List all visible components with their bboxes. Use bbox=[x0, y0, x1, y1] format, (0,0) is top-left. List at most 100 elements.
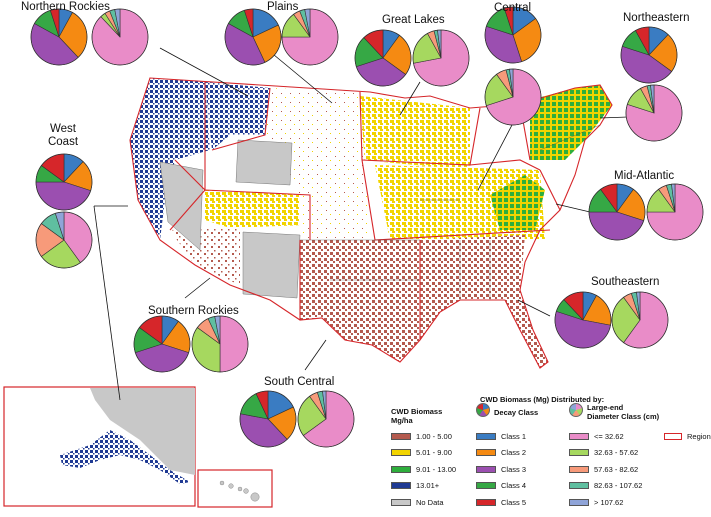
mid-atlantic-diameter-pie-outline bbox=[646, 183, 704, 241]
west-coast-decay-pie-outline bbox=[35, 153, 93, 211]
diameter-class-label: 82.63 - 107.62 bbox=[594, 481, 643, 490]
region-label-central: Central bbox=[494, 2, 532, 14]
diameter-class-swatch bbox=[569, 482, 589, 489]
biomass-class-label: 5.01 - 9.00 bbox=[416, 448, 452, 457]
mid-atlantic-decay-pie bbox=[588, 183, 646, 241]
decay-class-swatch bbox=[476, 432, 496, 440]
decay-class-label: Class 4 bbox=[501, 481, 527, 490]
region-label-great-lakes: Great Lakes bbox=[382, 14, 445, 26]
hawaii-inset bbox=[197, 469, 273, 508]
decay-class-swatch bbox=[476, 482, 496, 489]
southeastern-diameter-pie bbox=[611, 291, 669, 349]
alaska-biomass bbox=[60, 430, 190, 484]
plains-diameter-pie bbox=[281, 8, 339, 66]
northeastern-decay-pie bbox=[620, 26, 678, 84]
plains-decay-pie-outline bbox=[224, 8, 282, 66]
diameter-class-item: 57.63 - 82.62 bbox=[569, 464, 638, 474]
diameter-header-line-2: Diameter Class (cm) bbox=[587, 412, 660, 421]
northeast-green bbox=[530, 85, 612, 160]
legend-diameter-header: Large-end Diameter Class (cm) bbox=[587, 403, 659, 421]
southern-rockies-diameter-pie-outline bbox=[191, 315, 249, 373]
legend-regions-item: Regions bbox=[664, 431, 711, 441]
wyoming-no-data bbox=[235, 139, 293, 186]
plains-diameter-pie-outline bbox=[281, 8, 339, 66]
pie-charts-layer bbox=[30, 6, 704, 448]
southeastern-decay-pie-outline bbox=[554, 291, 612, 349]
plains-decay-pie bbox=[224, 8, 282, 66]
diameter-class-item: <= 32.62 bbox=[569, 431, 624, 441]
diameter-class-label: 32.63 - 57.62 bbox=[594, 448, 639, 457]
diameter-class-label: <= 32.62 bbox=[594, 431, 624, 441]
southern-rockies-diameter-pie bbox=[191, 315, 249, 373]
diameter-class-item: 32.63 - 57.62 bbox=[569, 448, 638, 458]
northern-rockies-decay-pie bbox=[30, 8, 88, 66]
state-lines bbox=[300, 124, 601, 300]
decay-class-swatch bbox=[476, 465, 496, 473]
decay-class-swatch bbox=[476, 449, 496, 456]
biomass-title-line-1: CWD Biomass bbox=[391, 407, 443, 416]
central-diameter-pie-outline bbox=[484, 68, 542, 126]
southern-rockies-diameter-pie-slice-1 bbox=[219, 315, 249, 373]
biomass-class-swatch bbox=[391, 498, 411, 506]
great-lakes-diameter-pie-outline bbox=[412, 29, 470, 87]
northeastern-diameter-pie-outline bbox=[625, 84, 683, 142]
region-label-southeastern: Southeastern bbox=[591, 276, 660, 288]
biomass-class-label: 13.01+ bbox=[416, 481, 440, 490]
region-label-southern-rockies: Southern Rockies bbox=[148, 305, 239, 317]
southeastern-diameter-pie-outline bbox=[611, 291, 669, 349]
decay-class-item: Class 1 bbox=[476, 431, 526, 441]
south-central-decay-pie-outline bbox=[239, 390, 297, 448]
legend-distributed-title: CWD Biomass (Mg) Distributed by: bbox=[480, 395, 605, 404]
biomass-class-item: No Data bbox=[391, 497, 444, 507]
south-central-diameter-pie-outline bbox=[297, 390, 355, 448]
region-label-northeastern: Northeastern bbox=[623, 12, 690, 24]
region-label-northern-rockies: Northern Rockies bbox=[21, 1, 110, 13]
great-lakes-yellow bbox=[360, 96, 470, 170]
decay-class-item: Class 5 bbox=[476, 497, 526, 507]
diameter-class-swatch bbox=[569, 449, 589, 456]
region-borders bbox=[129, 77, 613, 369]
decay-class-item: Class 4 bbox=[476, 481, 526, 491]
decay-class-label: Class 1 bbox=[501, 431, 527, 441]
canada-no-data bbox=[90, 388, 195, 475]
northeastern-diameter-pie bbox=[625, 84, 683, 142]
biomass-class-label: 9.01 - 13.00 bbox=[416, 464, 457, 474]
nevada-no-data bbox=[159, 161, 204, 251]
west-coast-line-1: West bbox=[50, 123, 76, 135]
biomass-class-item: 5.01 - 9.00 bbox=[391, 448, 452, 458]
central-diameter-pie bbox=[484, 68, 542, 126]
south-central-brown bbox=[300, 240, 420, 362]
diameter-class-item: > 107.62 bbox=[569, 497, 623, 507]
diameter-header-line-1: Large-end bbox=[587, 403, 624, 412]
northeastern-decay-pie-outline bbox=[620, 26, 678, 84]
decay-class-label: Class 3 bbox=[501, 464, 527, 474]
central-decay-pie-outline bbox=[484, 6, 542, 64]
southern-rockies-yellow bbox=[205, 190, 305, 228]
new-mexico-no-data bbox=[242, 231, 301, 299]
decay-class-label: Class 5 bbox=[501, 497, 527, 507]
biomass-class-swatch bbox=[391, 465, 411, 473]
diameter-class-swatch bbox=[569, 498, 589, 506]
northern-rockies-diameter-pie bbox=[91, 8, 149, 66]
south-central-decay-pie bbox=[239, 390, 297, 448]
diameter-class-label: 57.63 - 82.62 bbox=[594, 464, 639, 474]
decay-class-icon bbox=[476, 403, 490, 417]
diameter-class-item: 82.63 - 107.62 bbox=[569, 481, 642, 491]
plains-sparse bbox=[265, 88, 370, 240]
biomass-class-item: 13.01+ bbox=[391, 481, 439, 491]
southern-rockies-decay-pie-outline bbox=[133, 315, 191, 373]
great-lakes-decay-pie-outline bbox=[354, 29, 412, 87]
northern-rockies-biomass bbox=[205, 82, 270, 150]
west-coast-diameter-pie-outline bbox=[35, 211, 93, 269]
west-coast-diameter-pie bbox=[35, 211, 93, 269]
diameter-class-icon bbox=[569, 403, 583, 417]
region-label-west-coast: West Coast bbox=[43, 123, 83, 149]
southeastern-brown bbox=[420, 235, 548, 368]
decay-class-item: Class 3 bbox=[476, 464, 526, 474]
biomass-class-swatch bbox=[391, 449, 411, 456]
biomass-class-swatch bbox=[391, 482, 411, 489]
mid-atlantic-diameter-pie bbox=[646, 183, 704, 241]
west-coast-biomass bbox=[130, 78, 210, 240]
biomass-title-line-2: Mg/ha bbox=[391, 416, 413, 425]
